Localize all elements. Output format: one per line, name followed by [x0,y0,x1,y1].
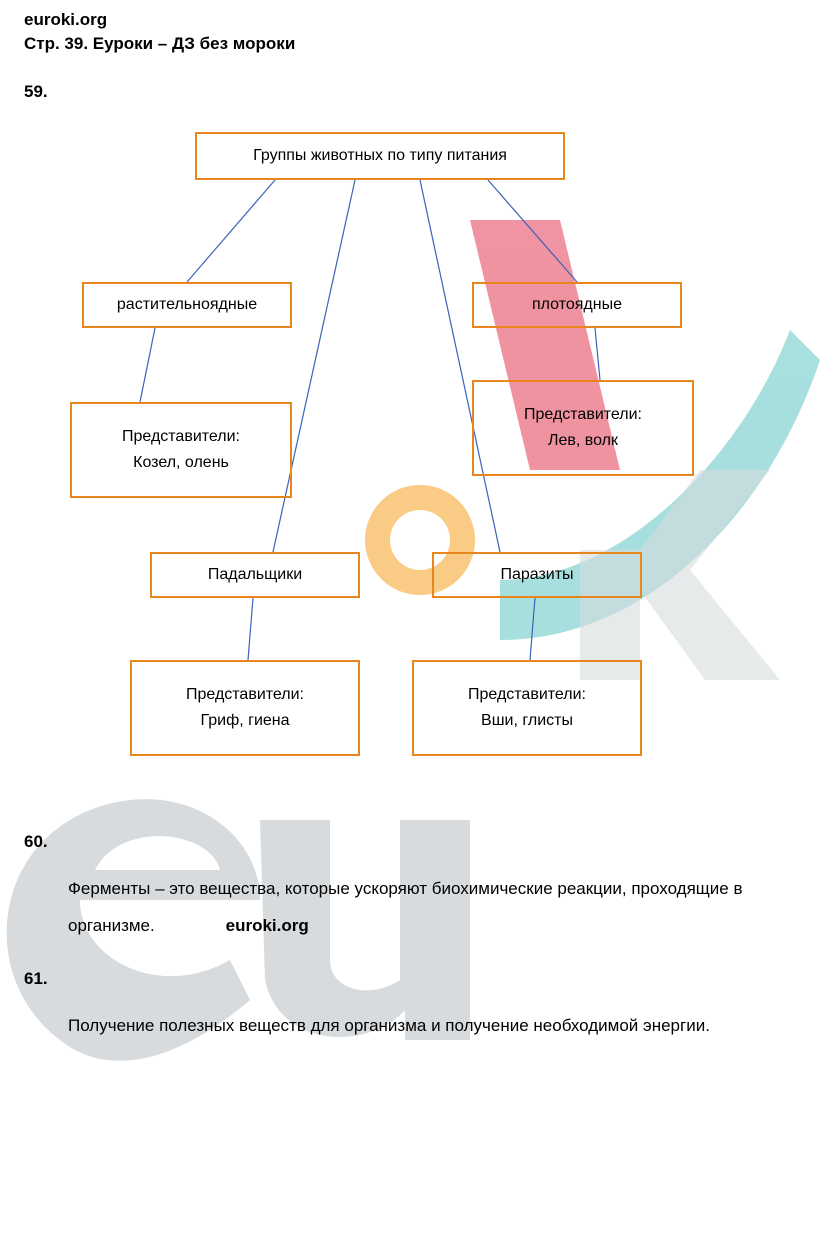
diagram-node-scav: Падальщики [150,552,360,598]
diagram-node-root: Группы животных по типу питания [195,132,565,180]
diagram-node-carn_rep: Представители:Лев, волк [472,380,694,476]
diagram-node-line: Вши, глисты [481,708,573,734]
question-59-number: 59. [0,82,831,102]
inline-url: euroki.org [226,916,309,935]
diagram-node-line: Представители: [122,424,240,450]
diagram-node-para_rep: Представители:Вши, глисты [412,660,642,756]
diagram-node-carn: плотоядные [472,282,682,328]
diagram-node-line: Представители: [524,402,642,428]
diagram-node-scav_rep: Представители:Гриф, гиена [130,660,360,756]
site-url: euroki.org [0,0,831,30]
diagram-node-line: Лев, волк [548,428,618,454]
diagram-node-herb_rep: Представители:Козел, олень [70,402,292,498]
diagram-node-herb: растительноядные [82,282,292,328]
diagram-node-para: Паразиты [432,552,642,598]
diagram-node-line: Представители: [186,682,304,708]
diagram-node-line: Представители: [468,682,586,708]
question-60-number: 60. [0,832,831,852]
question-61-number: 61. [0,969,831,989]
answer-61: Получение полезных веществ для организма… [0,1007,831,1044]
diagram-q59: Группы животных по типу питания раститель… [0,102,831,822]
answer-60-text: Ферменты – это вещества, которые ускоряю… [68,879,742,935]
diagram-node-line: Козел, олень [133,450,229,476]
page-title: Стр. 39. Еуроки – ДЗ без мороки [0,30,831,54]
answer-60: Ферменты – это вещества, которые ускоряю… [0,870,831,945]
diagram-node-line: Гриф, гиена [200,708,289,734]
